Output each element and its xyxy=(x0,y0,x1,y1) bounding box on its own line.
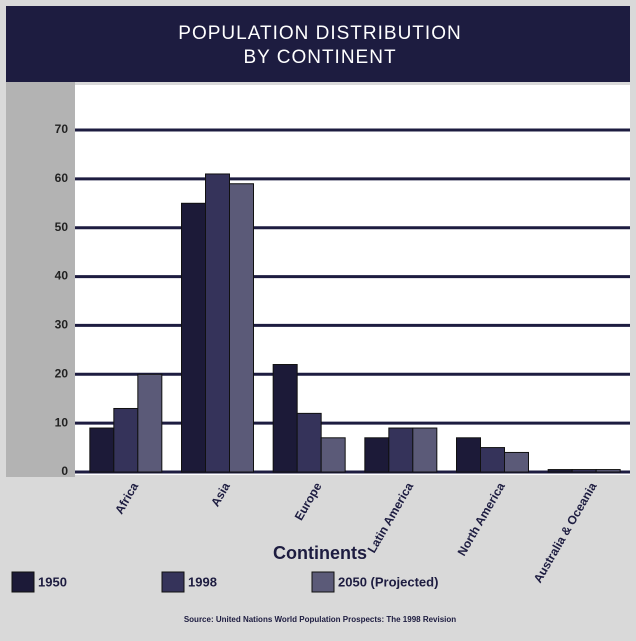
y-tick-label: 10 xyxy=(55,415,69,429)
bar xyxy=(114,408,138,472)
y-tick-label: 30 xyxy=(55,318,69,332)
y-tick-label: 20 xyxy=(55,366,69,380)
page: {"chart_data": {"type": "bar", "title": … xyxy=(0,0,636,641)
y-tick-label: 70 xyxy=(55,122,69,136)
legend-label: 2050 (Projected) xyxy=(338,574,438,589)
bar xyxy=(206,174,230,472)
bar xyxy=(505,452,529,472)
bar xyxy=(297,413,321,472)
chart-subtitle: BY CONTINENT xyxy=(243,47,396,68)
y-tick-label: 0 xyxy=(61,464,68,478)
legend-swatch xyxy=(162,572,184,592)
chart-title: POPULATION DISTRIBUTION xyxy=(178,23,461,44)
bar xyxy=(182,203,206,472)
bar xyxy=(321,438,345,472)
bar xyxy=(273,365,297,472)
bar xyxy=(457,438,481,472)
bar xyxy=(572,470,596,472)
bar xyxy=(365,438,389,472)
legend-swatch xyxy=(12,572,34,592)
legend-swatch xyxy=(312,572,334,592)
bar xyxy=(389,428,413,472)
y-tick-label: 60 xyxy=(55,171,69,185)
bar xyxy=(481,448,505,472)
y-tick-label: 50 xyxy=(55,220,69,234)
legend-label: 1998 xyxy=(188,574,217,589)
bar xyxy=(548,470,572,472)
chart: POPULATION DISTRIBUTION BY CONTINENT Con… xyxy=(0,0,636,641)
bar xyxy=(230,184,254,472)
y-tick-label: 40 xyxy=(55,269,69,283)
bar xyxy=(90,428,114,472)
bar xyxy=(596,470,620,472)
x-axis-title: Continents xyxy=(273,543,367,563)
bar xyxy=(138,374,162,472)
source-note: Source: United Nations World Population … xyxy=(184,615,456,624)
bar xyxy=(413,428,437,472)
legend-label: 1950 xyxy=(38,574,67,589)
